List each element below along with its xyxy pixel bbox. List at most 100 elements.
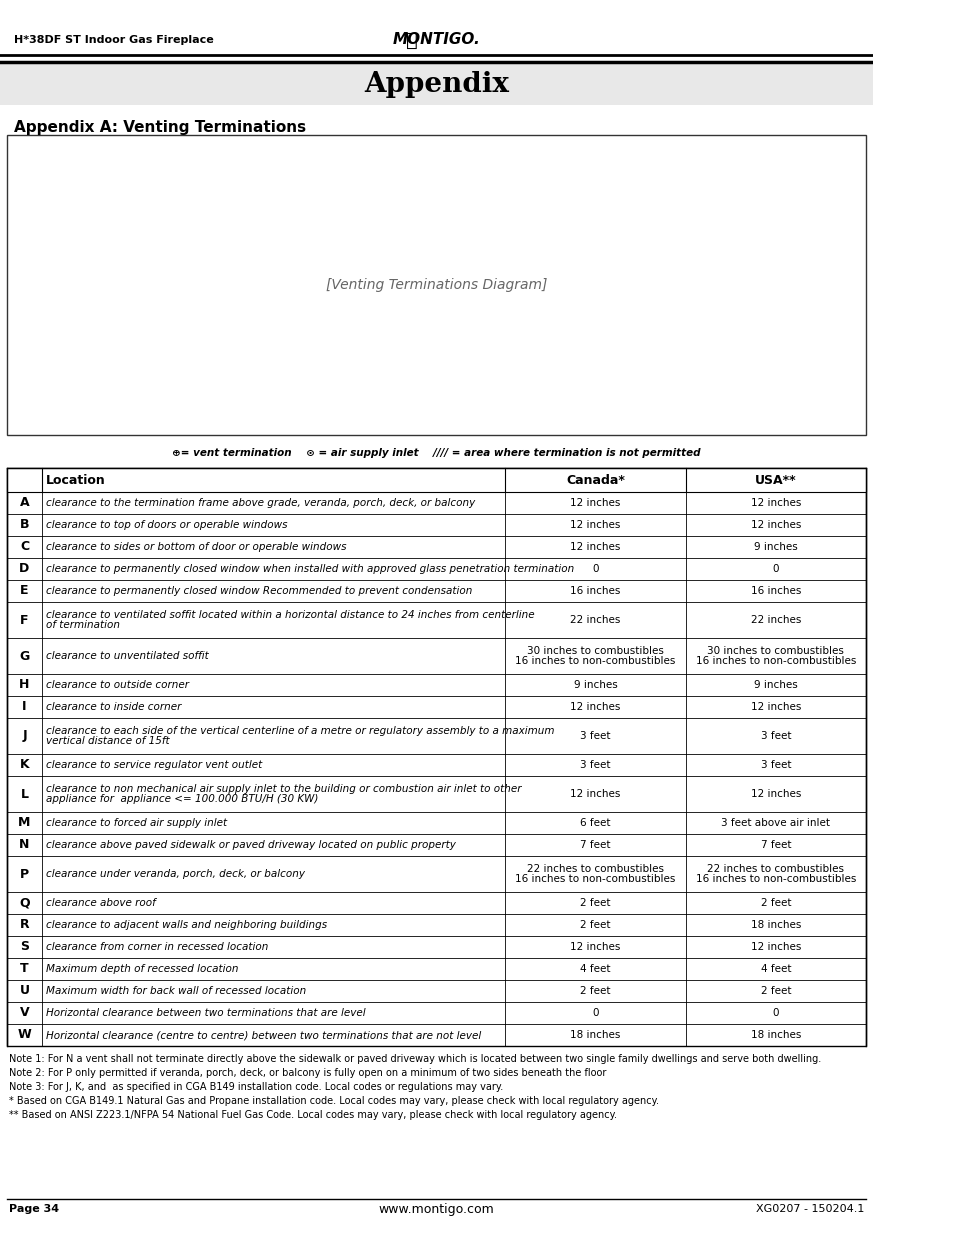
Text: clearance to permanently closed window when installed with approved glass penetr: clearance to permanently closed window w…: [46, 564, 574, 574]
Text: 12 inches: 12 inches: [750, 520, 801, 530]
Text: ⊕= vent termination    ⊙ = air supply inlet    //// = area where termination is : ⊕= vent termination ⊙ = air supply inlet…: [172, 448, 700, 458]
Text: clearance to non mechanical air supply inlet to the building or combustion air i: clearance to non mechanical air supply i…: [46, 783, 521, 794]
Text: 2 feet: 2 feet: [760, 898, 790, 908]
Text: Page 34: Page 34: [10, 1204, 59, 1214]
Text: N: N: [19, 839, 30, 851]
Text: P: P: [20, 867, 29, 881]
Text: clearance to inside corner: clearance to inside corner: [46, 701, 181, 713]
Text: clearance above paved sidewalk or paved driveway located on public property: clearance above paved sidewalk or paved …: [46, 840, 456, 850]
Text: clearance from corner in recessed location: clearance from corner in recessed locati…: [46, 942, 269, 952]
Text: D: D: [19, 562, 30, 576]
Text: 12 inches: 12 inches: [570, 542, 620, 552]
Text: A: A: [20, 496, 30, 510]
Text: www.montigo.com: www.montigo.com: [378, 1203, 494, 1215]
Text: 22 inches: 22 inches: [570, 615, 620, 625]
Text: clearance under veranda, porch, deck, or balcony: clearance under veranda, porch, deck, or…: [46, 869, 305, 879]
Text: Canada*: Canada*: [565, 473, 624, 487]
Text: of termination: of termination: [46, 620, 120, 631]
Text: 7 feet: 7 feet: [579, 840, 610, 850]
Text: clearance to service regulator vent outlet: clearance to service regulator vent outl…: [46, 760, 262, 769]
Text: 9 inches: 9 inches: [753, 542, 797, 552]
Text: C: C: [20, 541, 29, 553]
Text: Note 2: For P only permitted if veranda, porch, deck, or balcony is fully open o: Note 2: For P only permitted if veranda,…: [10, 1068, 606, 1078]
Text: T: T: [20, 962, 29, 976]
Text: 2 feet: 2 feet: [760, 986, 790, 995]
Text: 2 feet: 2 feet: [579, 920, 610, 930]
Text: V: V: [20, 1007, 30, 1020]
Text: 18 inches: 18 inches: [750, 1030, 801, 1040]
Text: 🔥: 🔥: [406, 31, 417, 49]
Text: 3 feet above air inlet: 3 feet above air inlet: [720, 818, 829, 827]
Text: 6 feet: 6 feet: [579, 818, 610, 827]
Text: clearance to the termination frame above grade, veranda, porch, deck, or balcony: clearance to the termination frame above…: [46, 498, 475, 508]
Text: J: J: [22, 730, 27, 742]
Text: 16 inches: 16 inches: [750, 585, 801, 597]
Text: Horizontal clearance between two terminations that are level: Horizontal clearance between two termina…: [46, 1008, 366, 1018]
Text: 0: 0: [772, 564, 779, 574]
Text: 30 inches to combustibles: 30 inches to combustibles: [527, 646, 663, 656]
Text: F: F: [20, 614, 29, 626]
Text: 18 inches: 18 inches: [570, 1030, 620, 1040]
Text: clearance to each side of the vertical centerline of a metre or regulatory assem: clearance to each side of the vertical c…: [46, 725, 554, 736]
Text: 3 feet: 3 feet: [760, 731, 790, 741]
Text: 3 feet: 3 feet: [760, 760, 790, 769]
Text: 3 feet: 3 feet: [579, 760, 610, 769]
Text: 2 feet: 2 feet: [579, 898, 610, 908]
Bar: [8, 468, 865, 1046]
Bar: [8, 135, 865, 435]
Text: G: G: [19, 650, 30, 662]
Text: * Based on CGA B149.1 Natural Gas and Propane installation code. Local codes may: * Based on CGA B149.1 Natural Gas and Pr…: [10, 1095, 659, 1107]
Text: clearance to permanently closed window Recommended to prevent condensation: clearance to permanently closed window R…: [46, 585, 472, 597]
Text: L: L: [20, 788, 29, 800]
Text: XG0207 - 150204.1: XG0207 - 150204.1: [755, 1204, 863, 1214]
Text: 22 inches: 22 inches: [750, 615, 801, 625]
Text: B: B: [20, 519, 30, 531]
Text: W: W: [17, 1029, 31, 1041]
Text: R: R: [20, 919, 30, 931]
Text: Maximum width for back wall of recessed location: Maximum width for back wall of recessed …: [46, 986, 306, 995]
Text: 12 inches: 12 inches: [570, 498, 620, 508]
Text: 12 inches: 12 inches: [750, 942, 801, 952]
Text: clearance to unventilated soffit: clearance to unventilated soffit: [46, 651, 209, 661]
Text: Location: Location: [46, 473, 106, 487]
Text: 22 inches to combustibles: 22 inches to combustibles: [526, 863, 663, 873]
Text: 0: 0: [772, 1008, 779, 1018]
Text: H: H: [19, 678, 30, 692]
Text: 7 feet: 7 feet: [760, 840, 790, 850]
Text: MONTIGO.: MONTIGO.: [393, 32, 480, 47]
Text: 4 feet: 4 feet: [760, 965, 790, 974]
Text: M: M: [18, 816, 30, 830]
Text: 9 inches: 9 inches: [753, 680, 797, 690]
Text: 16 inches to non-combustibles: 16 inches to non-combustibles: [515, 874, 675, 884]
Text: 12 inches: 12 inches: [570, 701, 620, 713]
Text: 16 inches to non-combustibles: 16 inches to non-combustibles: [515, 657, 675, 667]
Text: clearance to sides or bottom of door or operable windows: clearance to sides or bottom of door or …: [46, 542, 346, 552]
Text: 16 inches to non-combustibles: 16 inches to non-combustibles: [695, 874, 855, 884]
Text: Q: Q: [19, 897, 30, 909]
Text: Note 3: For J, K, and  as specified in CGA B149 installation code. Local codes o: Note 3: For J, K, and as specified in CG…: [10, 1082, 503, 1092]
Text: 3 feet: 3 feet: [579, 731, 610, 741]
Text: 30 inches to combustibles: 30 inches to combustibles: [707, 646, 843, 656]
Text: USA**: USA**: [754, 473, 796, 487]
Text: appliance for  appliance <= 100.000 BTU/H (30 KW): appliance for appliance <= 100.000 BTU/H…: [46, 794, 318, 804]
Text: 2 feet: 2 feet: [579, 986, 610, 995]
Text: clearance to outside corner: clearance to outside corner: [46, 680, 189, 690]
Text: Note 1: For N a vent shall not terminate directly above the sidewalk or paved dr: Note 1: For N a vent shall not terminate…: [10, 1053, 821, 1065]
Text: 0: 0: [592, 564, 598, 574]
Text: 12 inches: 12 inches: [750, 498, 801, 508]
Text: 4 feet: 4 feet: [579, 965, 610, 974]
Text: Horizontal clearance (centre to centre) between two terminations that are not le: Horizontal clearance (centre to centre) …: [46, 1030, 481, 1040]
Text: ** Based on ANSI Z223.1/NFPA 54 National Fuel Gas Code. Local codes may vary, pl: ** Based on ANSI Z223.1/NFPA 54 National…: [10, 1110, 617, 1120]
Text: 12 inches: 12 inches: [750, 701, 801, 713]
Text: clearance to forced air supply inlet: clearance to forced air supply inlet: [46, 818, 227, 827]
Text: 0: 0: [592, 1008, 598, 1018]
Text: clearance above roof: clearance above roof: [46, 898, 156, 908]
Text: U: U: [19, 984, 30, 998]
Bar: [8, 468, 865, 492]
Text: 9 inches: 9 inches: [573, 680, 617, 690]
Text: K: K: [20, 758, 30, 772]
Text: 12 inches: 12 inches: [570, 789, 620, 799]
Text: S: S: [20, 941, 29, 953]
Text: Appendix: Appendix: [364, 70, 509, 98]
Text: Maximum depth of recessed location: Maximum depth of recessed location: [46, 965, 238, 974]
